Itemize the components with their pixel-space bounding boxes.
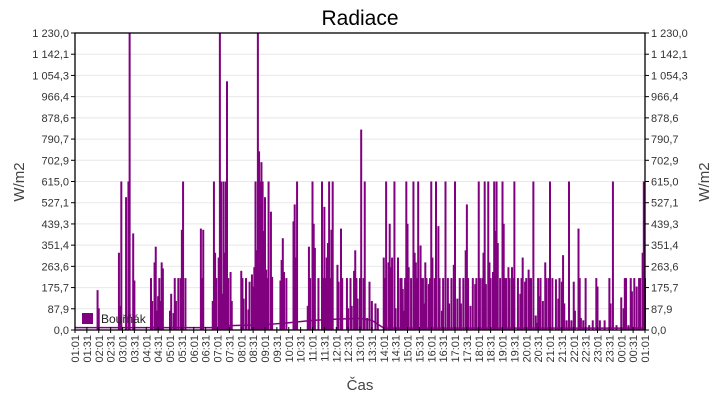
x-tick-label: 15:31 [414,335,426,363]
y-tick-label: 1 142,1 [651,49,688,61]
x-tick-label: 01:31 [82,335,94,363]
y-tick-label: 263,6 [41,261,69,273]
y-tick-label: 1 054,3 [32,70,69,82]
x-tick-label: 02:01 [94,335,106,363]
y-tick-label: 878,6 [651,113,679,125]
x-tick-label: 21:01 [545,335,557,363]
y-tick-label: 0,0 [651,325,666,337]
x-tick-label: 19:31 [509,335,521,363]
x-tick-label: 19:01 [498,335,510,363]
x-tick-label: 23:01 [593,335,605,363]
x-tick-label: 18:01 [474,335,486,363]
y-tick-label: 439,3 [651,219,679,231]
x-tick-label: 03:31 [129,335,141,363]
x-axis: 01:01 01:31 02:01 02:31 03:01 03:31 04:01 04:31… [70,327,652,363]
y-tick-label: 615,0 [651,177,679,189]
x-tick-label: 11:01 [308,335,320,362]
x-tick-label: 17:31 [462,335,474,363]
y-tick-label: 87,9 [48,304,69,316]
y-tick-label: 878,6 [41,113,69,125]
y-tick-label: 0,0 [54,325,69,337]
y-tick-label: 966,4 [41,92,69,104]
x-tick-label: 21:31 [557,335,569,363]
y-tick-label: 351,4 [651,240,679,252]
x-tick-label: 07:01 [213,335,225,363]
x-tick-label: 11:31 [319,335,331,362]
x-tick-label: 01:01 [640,335,652,363]
x-tick-label: 05:31 [177,335,189,363]
y-tick-label: 790,7 [651,134,679,146]
grid-lines [75,53,645,310]
x-tick-label: 10:31 [296,335,308,363]
x-tick-label: 04:01 [141,335,153,363]
y-tick-label: 1 230,0 [32,28,69,40]
x-tick-label: 13:31 [367,335,379,363]
y-tick-label: 1 142,1 [32,49,69,61]
x-tick-label: 23:31 [604,335,616,363]
x-tick-label: 16:31 [438,335,450,363]
x-tick-label: 17:01 [450,335,462,363]
y-tick-label: 175,7 [651,283,679,295]
y-axis-label-left: W/m2 [11,162,28,201]
x-tick-label: 05:01 [165,335,177,363]
x-tick-label: 01:01 [70,335,82,363]
x-tick-label: 10:01 [284,335,296,363]
x-tick-label: 03:01 [118,335,130,363]
y-tick-label: 1 054,3 [651,70,688,82]
x-tick-label: 13:01 [355,335,367,363]
y-tick-label: 527,1 [651,198,679,210]
x-tick-label: 18:31 [486,335,498,363]
x-tick-label: 20:01 [521,335,533,363]
x-tick-label: 12:31 [343,335,355,363]
y-tick-label: 439,3 [41,219,69,231]
x-tick-label: 06:01 [189,335,201,363]
y-tick-label: 263,6 [651,261,679,273]
series-bouřňák [75,33,646,330]
x-tick-label: 00:01 [616,335,628,363]
x-tick-label: 06:31 [201,335,213,363]
x-tick-label: 16:01 [426,335,438,363]
x-axis-label: Čas [347,377,374,394]
legend-swatch [82,313,93,324]
y-tick-label: 351,4 [41,240,69,252]
x-tick-label: 07:31 [224,335,236,363]
y-tick-label: 527,1 [41,198,69,210]
y-tick-label: 1 230,0 [651,28,688,40]
y-tick-label: 966,4 [651,92,679,104]
y-axis-right: 0,0 87,9 175,7 263,6 351,4 439,3 527,1 615,0 702… [645,28,688,337]
y-tick-label: 87,9 [651,304,672,316]
x-tick-label: 08:01 [236,335,248,363]
y-tick-label: 615,0 [41,177,69,189]
x-tick-label: 22:31 [581,335,593,363]
x-tick-label: 20:31 [533,335,545,363]
x-tick-label: 14:01 [379,335,391,363]
y-axis-label-right: W/m2 [696,162,713,201]
y-tick-label: 702,9 [651,155,679,167]
x-tick-label: 09:01 [260,335,272,363]
x-tick-label: 02:31 [106,335,118,363]
y-tick-label: 702,9 [41,155,69,167]
x-tick-label: 22:01 [569,335,581,363]
chart-title: Radiace [321,7,398,30]
x-tick-label: 12:01 [331,335,343,363]
x-tick-label: 15:01 [403,335,415,363]
legend-label: Bouřňák [101,312,147,326]
y-tick-label: 790,7 [41,134,69,146]
y-axis-left: 0,0 87,9 175,7 263,6 351,4 439,3 527,1 615,0 702… [32,28,75,337]
x-tick-label: 09:31 [272,335,284,363]
x-tick-label: 04:31 [153,335,165,363]
x-tick-label: 14:31 [391,335,403,363]
legend: Bouřňák [82,312,147,326]
x-tick-label: 00:31 [628,335,640,363]
y-tick-label: 175,7 [41,283,69,295]
x-tick-label: 08:31 [248,335,260,363]
